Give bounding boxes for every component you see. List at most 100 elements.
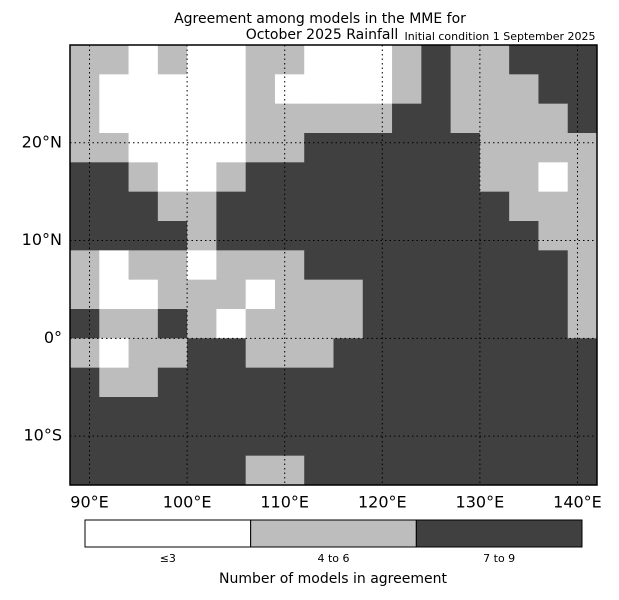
agreement-cell: [70, 162, 100, 193]
agreement-cell: [304, 397, 334, 427]
colorbar: ≤3 4 to 6 7 to 9: [84, 519, 583, 565]
agreement-cell: [274, 309, 305, 339]
agreement-cell: [304, 191, 334, 222]
agreement-cell: [567, 191, 598, 222]
agreement-cell: [128, 191, 159, 222]
agreement-cell: [216, 309, 247, 339]
agreement-cell: [274, 221, 305, 251]
agreement-cell: [187, 309, 217, 339]
agreement-cell: [333, 250, 364, 281]
agreement-cell: [392, 133, 422, 163]
agreement-cell: [333, 74, 364, 105]
agreement-cell: [187, 455, 217, 486]
grid-layer: [70, 45, 597, 485]
agreement-cell: [392, 279, 422, 310]
y-tick-label: 10°S: [23, 426, 62, 445]
agreement-cell: [187, 397, 217, 427]
agreement-cell: [70, 309, 100, 339]
agreement-cell: [304, 250, 334, 281]
agreement-cell: [509, 397, 539, 427]
agreement-cell: [479, 426, 510, 457]
agreement-cell: [245, 250, 276, 281]
agreement-cell: [70, 221, 100, 251]
agreement-cell: [70, 397, 100, 427]
agreement-cell: [304, 455, 334, 486]
agreement-cell: [128, 221, 159, 251]
agreement-cell: [274, 162, 305, 193]
agreement-cell: [509, 455, 539, 486]
agreement-cell: [187, 162, 217, 193]
agreement-cell: [128, 397, 159, 427]
y-tick-label: 20°N: [22, 132, 62, 151]
annotation: Initial condition 1 September 2025: [404, 30, 595, 43]
agreement-cell: [538, 45, 569, 75]
agreement-cell: [421, 279, 452, 310]
agreement-cell: [99, 309, 130, 339]
agreement-cell: [99, 74, 130, 105]
agreement-cell: [509, 191, 539, 222]
agreement-cell: [421, 74, 452, 105]
agreement-cell: [245, 338, 276, 369]
agreement-cell: [70, 338, 100, 369]
agreement-cell: [362, 45, 393, 75]
agreement-cell: [99, 455, 130, 486]
agreement-cell: [70, 133, 100, 163]
title: Agreement among models in the MME for: [174, 11, 466, 27]
legend-label: 7 to 9: [483, 552, 515, 565]
agreement-cell: [245, 397, 276, 427]
agreement-cell: [128, 426, 159, 457]
agreement-cell: [304, 338, 334, 369]
agreement-cell: [70, 455, 100, 486]
x-tick-label: 110°E: [260, 493, 309, 512]
agreement-cell: [70, 45, 100, 75]
agreement-cell: [157, 397, 188, 427]
agreement-cell: [187, 426, 217, 457]
agreement-cell: [450, 426, 481, 457]
agreement-cell: [216, 133, 247, 163]
agreement-cell: [538, 133, 569, 163]
agreement-cell: [392, 455, 422, 486]
agreement-cell: [157, 133, 188, 163]
agreement-cell: [157, 221, 188, 251]
agreement-cell: [304, 309, 334, 339]
agreement-cell: [99, 221, 130, 251]
agreement-cell: [333, 338, 364, 369]
agreement-cell: [509, 45, 539, 75]
agreement-cell: [245, 191, 276, 222]
agreement-cell: [304, 103, 334, 134]
agreement-cell: [99, 191, 130, 222]
agreement-cell: [274, 103, 305, 134]
agreement-cell: [304, 133, 334, 163]
agreement-cell: [450, 279, 481, 310]
agreement-cell: [567, 133, 598, 163]
agreement-cell: [216, 45, 247, 75]
agreement-cell: [392, 45, 422, 75]
agreement-cell: [567, 221, 598, 251]
agreement-cell: [157, 103, 188, 134]
agreement-cell: [392, 426, 422, 457]
agreement-cell: [333, 455, 364, 486]
x-tick-label: 90°E: [70, 493, 108, 512]
agreement-cell: [157, 455, 188, 486]
agreement-cell: [392, 397, 422, 427]
agreement-cell: [567, 397, 598, 427]
agreement-cell: [157, 191, 188, 222]
agreement-cell: [187, 250, 217, 281]
agreement-cell: [421, 397, 452, 427]
agreement-cell: [538, 279, 569, 310]
agreement-cell: [421, 103, 452, 134]
agreement-cell: [538, 250, 569, 281]
agreement-cell: [128, 250, 159, 281]
agreement-cell: [187, 191, 217, 222]
agreement-cell: [567, 309, 598, 339]
agreement-cell: [509, 338, 539, 369]
agreement-cell: [245, 45, 276, 75]
agreement-cell: [128, 338, 159, 369]
agreement-cell: [392, 103, 422, 134]
colorbar-swatch: [250, 519, 417, 548]
agreement-cell: [245, 221, 276, 251]
agreement-cell: [274, 367, 305, 398]
legend-label: ≤3: [160, 552, 176, 565]
agreement-cell: [157, 309, 188, 339]
agreement-cell: [538, 338, 569, 369]
